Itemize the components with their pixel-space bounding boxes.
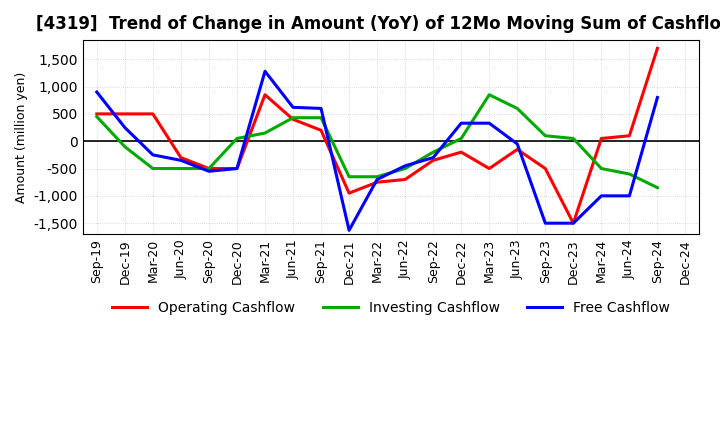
Operating Cashflow [345,191,354,196]
Operating Cashflow [204,166,213,171]
Free Cashflow [513,141,521,147]
Investing Cashflow [345,174,354,180]
Investing Cashflow [261,130,269,136]
Free Cashflow [261,69,269,74]
Line: Free Cashflow: Free Cashflow [96,71,657,230]
Free Cashflow [541,220,549,226]
Operating Cashflow [289,117,297,122]
Free Cashflow [597,193,606,198]
Operating Cashflow [597,136,606,141]
Investing Cashflow [317,115,325,121]
Free Cashflow [204,169,213,174]
Operating Cashflow [176,155,185,160]
Free Cashflow [373,177,382,182]
Investing Cashflow [429,150,438,155]
Line: Operating Cashflow: Operating Cashflow [96,48,657,223]
Operating Cashflow [92,111,101,117]
Free Cashflow [653,95,662,100]
Investing Cashflow [457,136,466,141]
Operating Cashflow [541,166,549,171]
Operating Cashflow [261,92,269,97]
Investing Cashflow [541,133,549,139]
Investing Cashflow [513,106,521,111]
Operating Cashflow [625,133,634,139]
Line: Investing Cashflow: Investing Cashflow [96,95,657,188]
Investing Cashflow [120,144,129,149]
Operating Cashflow [457,150,466,155]
Operating Cashflow [233,166,241,171]
Free Cashflow [625,193,634,198]
Free Cashflow [233,166,241,171]
Free Cashflow [345,227,354,233]
Investing Cashflow [92,114,101,119]
Operating Cashflow [120,111,129,117]
Operating Cashflow [485,166,494,171]
Investing Cashflow [597,166,606,171]
Investing Cashflow [401,166,410,171]
Operating Cashflow [148,111,157,117]
Operating Cashflow [373,180,382,185]
Investing Cashflow [569,136,577,141]
Free Cashflow [92,89,101,95]
Free Cashflow [176,158,185,163]
Free Cashflow [401,163,410,169]
Investing Cashflow [373,174,382,180]
Investing Cashflow [233,136,241,141]
Free Cashflow [457,121,466,126]
Operating Cashflow [653,46,662,51]
Operating Cashflow [429,158,438,163]
Investing Cashflow [148,166,157,171]
Operating Cashflow [401,177,410,182]
Investing Cashflow [289,115,297,121]
Free Cashflow [148,152,157,158]
Free Cashflow [120,125,129,130]
Investing Cashflow [176,166,185,171]
Investing Cashflow [625,171,634,176]
Free Cashflow [317,106,325,111]
Operating Cashflow [513,147,521,152]
Operating Cashflow [317,128,325,133]
Free Cashflow [485,121,494,126]
Free Cashflow [429,155,438,160]
Free Cashflow [289,105,297,110]
Operating Cashflow [569,220,577,226]
Legend: Operating Cashflow, Investing Cashflow, Free Cashflow: Operating Cashflow, Investing Cashflow, … [107,295,675,320]
Investing Cashflow [204,166,213,171]
Investing Cashflow [485,92,494,97]
Title: [4319]  Trend of Change in Amount (YoY) of 12Mo Moving Sum of Cashflows: [4319] Trend of Change in Amount (YoY) o… [36,15,720,33]
Y-axis label: Amount (million yen): Amount (million yen) [15,71,28,203]
Investing Cashflow [653,185,662,191]
Free Cashflow [569,220,577,226]
